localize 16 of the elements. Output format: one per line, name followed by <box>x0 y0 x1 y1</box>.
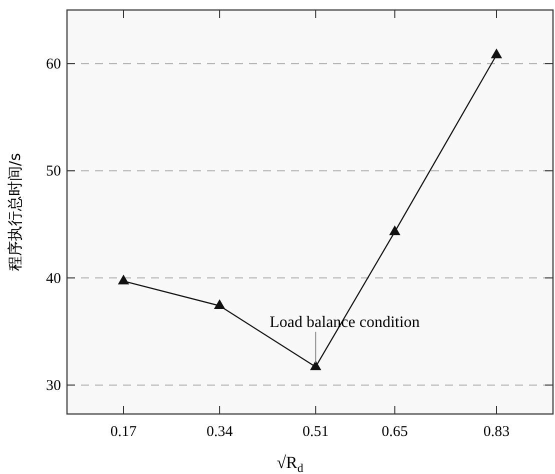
x-tick-label: 0.65 <box>382 424 408 440</box>
y-tick-label: 50 <box>46 164 61 180</box>
y-tick-label: 30 <box>46 378 61 394</box>
point <box>490 48 502 58</box>
y-tick-label: 40 <box>46 270 61 287</box>
x-axis-title: √R$_{d}$ <box>276 453 304 474</box>
x-tick-label: 0.83 <box>483 424 510 440</box>
point <box>118 274 130 284</box>
y-tick-label: 60 <box>46 56 61 73</box>
x-tick-label: 0.51 <box>302 424 329 440</box>
x-tick-label: 0.34 <box>206 424 234 440</box>
point <box>214 299 226 310</box>
point <box>310 360 322 370</box>
point <box>389 225 400 236</box>
y-axis-title: 程序执行总时间/s <box>6 152 24 271</box>
x-tick-label: 0.17 <box>110 424 138 440</box>
